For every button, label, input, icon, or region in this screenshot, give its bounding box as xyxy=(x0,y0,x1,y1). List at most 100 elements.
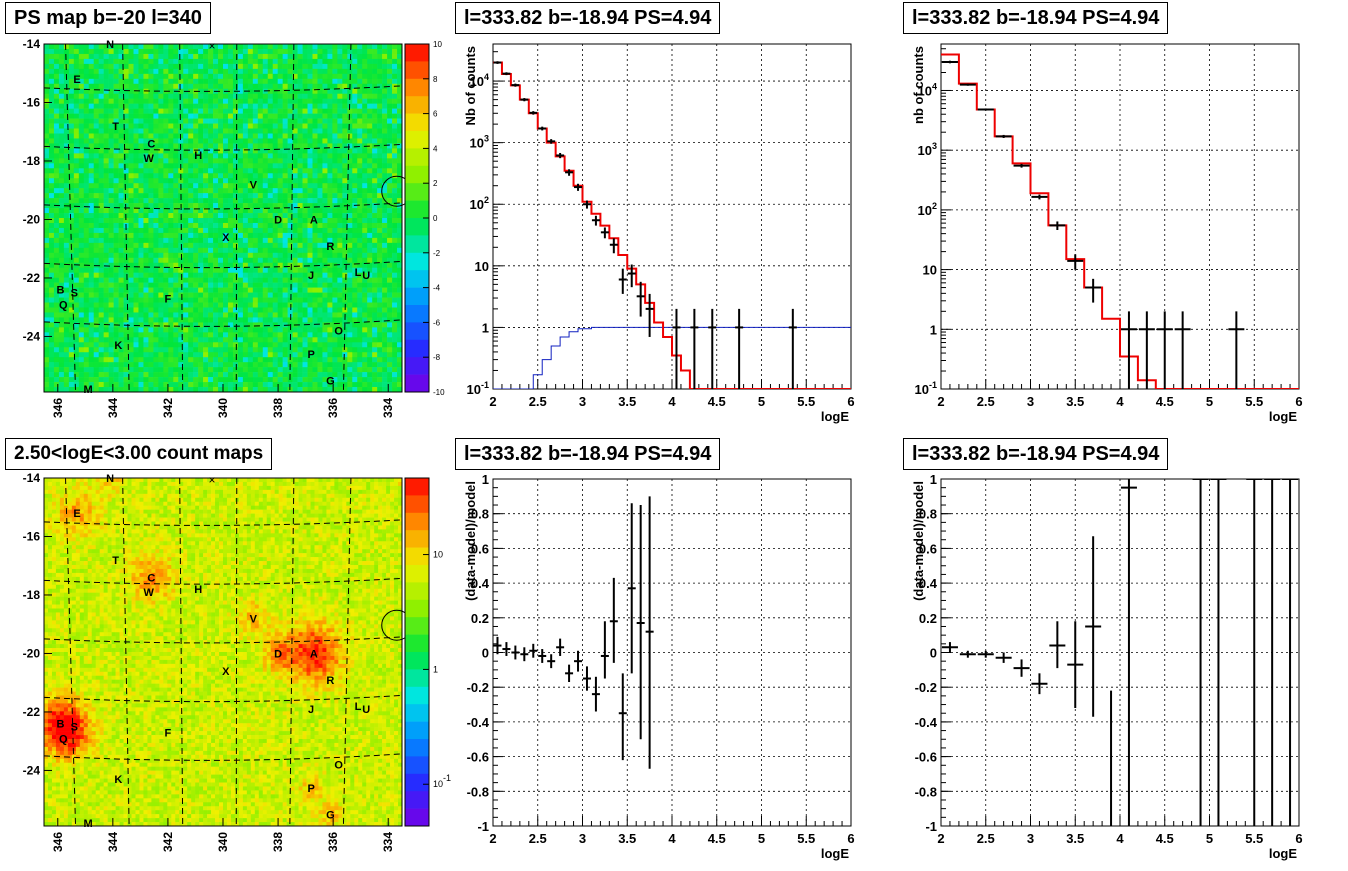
source-label-C: C xyxy=(147,138,155,150)
source-label-A: A xyxy=(310,214,318,226)
y-tick-label: 1 xyxy=(482,472,489,487)
data-point xyxy=(1156,311,1173,389)
grid-parallel xyxy=(43,143,403,151)
grid-meridian xyxy=(342,43,352,393)
x-axis-label: logE xyxy=(1269,409,1297,424)
colorbar-bin xyxy=(405,512,429,531)
data-point xyxy=(1120,311,1137,389)
colorbar-bin xyxy=(405,113,429,132)
data-point xyxy=(645,293,654,337)
colorbar-bin xyxy=(405,148,429,167)
grid-parallel xyxy=(43,85,403,92)
source-label-G: G xyxy=(326,809,335,821)
x-tick-label: 336 xyxy=(326,398,340,418)
source-label-L: L xyxy=(355,267,362,279)
source-label-F: F xyxy=(165,293,172,305)
x-tick-label: 2.5 xyxy=(977,831,995,846)
x-tick-label: 334 xyxy=(381,398,395,418)
colorbar-bin xyxy=(405,305,429,323)
plot-area xyxy=(493,61,851,389)
data-point xyxy=(1049,221,1066,231)
x-tick-label: 3 xyxy=(1027,831,1034,846)
data-point xyxy=(1031,673,1048,695)
x-tick-label: 4.5 xyxy=(1156,394,1174,409)
y-tick-label: 0.8 xyxy=(471,507,489,522)
colorbar-tick-label: 0 xyxy=(433,214,438,223)
source-label-N: N xyxy=(106,473,114,485)
grid-meridian xyxy=(342,477,352,827)
y-tick-label: 102 xyxy=(470,195,489,212)
colorbar-tick-label: 6 xyxy=(433,110,438,119)
colorbar-tick-label: -8 xyxy=(433,353,441,362)
colorbar-bin xyxy=(405,478,429,496)
data-point xyxy=(645,496,654,769)
source-label-O: O xyxy=(334,326,343,338)
data-point xyxy=(959,650,976,658)
plot-frame xyxy=(492,478,852,827)
data-point xyxy=(591,215,600,226)
source-label-W: W xyxy=(143,587,154,599)
x-tick-label: 5.5 xyxy=(1245,831,1263,846)
data-point xyxy=(600,621,609,679)
plot-spec_right: 2 2.5 3 3.5 4 4.5 5 5.5 6 10-1 1 10 102 103 104 logE nb … xyxy=(911,43,1303,424)
colorbar-bin xyxy=(405,617,429,635)
grid-parallel xyxy=(43,577,403,585)
colorbar-bin xyxy=(405,808,429,827)
data-point xyxy=(511,83,520,87)
x-tick-label: 4 xyxy=(668,831,676,846)
data-point xyxy=(627,503,636,674)
colorbar-bin xyxy=(405,739,429,757)
x-tick-label: 5 xyxy=(1206,394,1213,409)
source-label-C: C xyxy=(147,572,155,584)
x-tick-label: 342 xyxy=(161,398,175,418)
x-axis-label: logE xyxy=(821,846,849,861)
colorbar-frame xyxy=(404,477,430,827)
colorbar-tick-label: 10 xyxy=(433,550,443,560)
colorbar-bin xyxy=(405,721,429,740)
colorbar-bin xyxy=(405,252,429,271)
map-grid xyxy=(43,477,403,827)
y-tick-label: -20 xyxy=(23,212,41,226)
y-tick-label: -0.6 xyxy=(915,750,937,765)
colorbar-tick-label: -6 xyxy=(433,318,441,327)
data-point xyxy=(636,505,645,740)
data-point xyxy=(565,169,574,176)
y-tick-label: 1 xyxy=(930,322,937,337)
residual-left-title: l=333.82 b=-18.94 PS=4.94 xyxy=(455,438,721,470)
model-line xyxy=(493,61,851,389)
colorbar-bin xyxy=(405,131,429,149)
source-label-V: V xyxy=(250,613,258,625)
grid-parallel xyxy=(43,202,403,210)
data-point xyxy=(1031,194,1048,200)
grid-meridian xyxy=(289,477,295,827)
y-tick-label: -1 xyxy=(925,819,937,834)
x-axis-label: logE xyxy=(821,409,849,424)
data-point xyxy=(529,111,538,115)
colorbar-bin xyxy=(405,235,429,254)
colorbar-bin xyxy=(405,287,429,306)
source-label-N: N xyxy=(106,39,114,51)
data-point xyxy=(502,72,511,76)
y-tick-label: 10-1 xyxy=(467,380,489,397)
colorbar-bin xyxy=(405,495,429,514)
heatmap-cells xyxy=(44,44,403,393)
source-label-K: K xyxy=(114,340,122,352)
colorbar-bin xyxy=(405,530,429,548)
data-point xyxy=(1138,311,1155,389)
data-point xyxy=(1110,690,1113,826)
source-label-X: X xyxy=(222,232,230,244)
x-tick-label: 344 xyxy=(106,398,120,418)
x-tick-label: 340 xyxy=(216,832,230,852)
y-tick-label: 103 xyxy=(470,134,489,151)
source-label-B: B xyxy=(57,285,65,297)
grid xyxy=(493,479,851,826)
data-point xyxy=(574,650,583,672)
data-point xyxy=(493,636,502,655)
map-panel-ps_map: NIETCWHVDAXRJLUBSQFOKPGM×346344342340338… xyxy=(23,37,445,418)
colorbar-bin xyxy=(405,547,429,566)
y-tick-label: -1 xyxy=(477,819,489,834)
source-label-Q: Q xyxy=(59,733,68,745)
x-tick-label: 5 xyxy=(1206,831,1213,846)
x-tick-label: 5 xyxy=(758,831,765,846)
y-tick-label: 104 xyxy=(470,72,489,89)
